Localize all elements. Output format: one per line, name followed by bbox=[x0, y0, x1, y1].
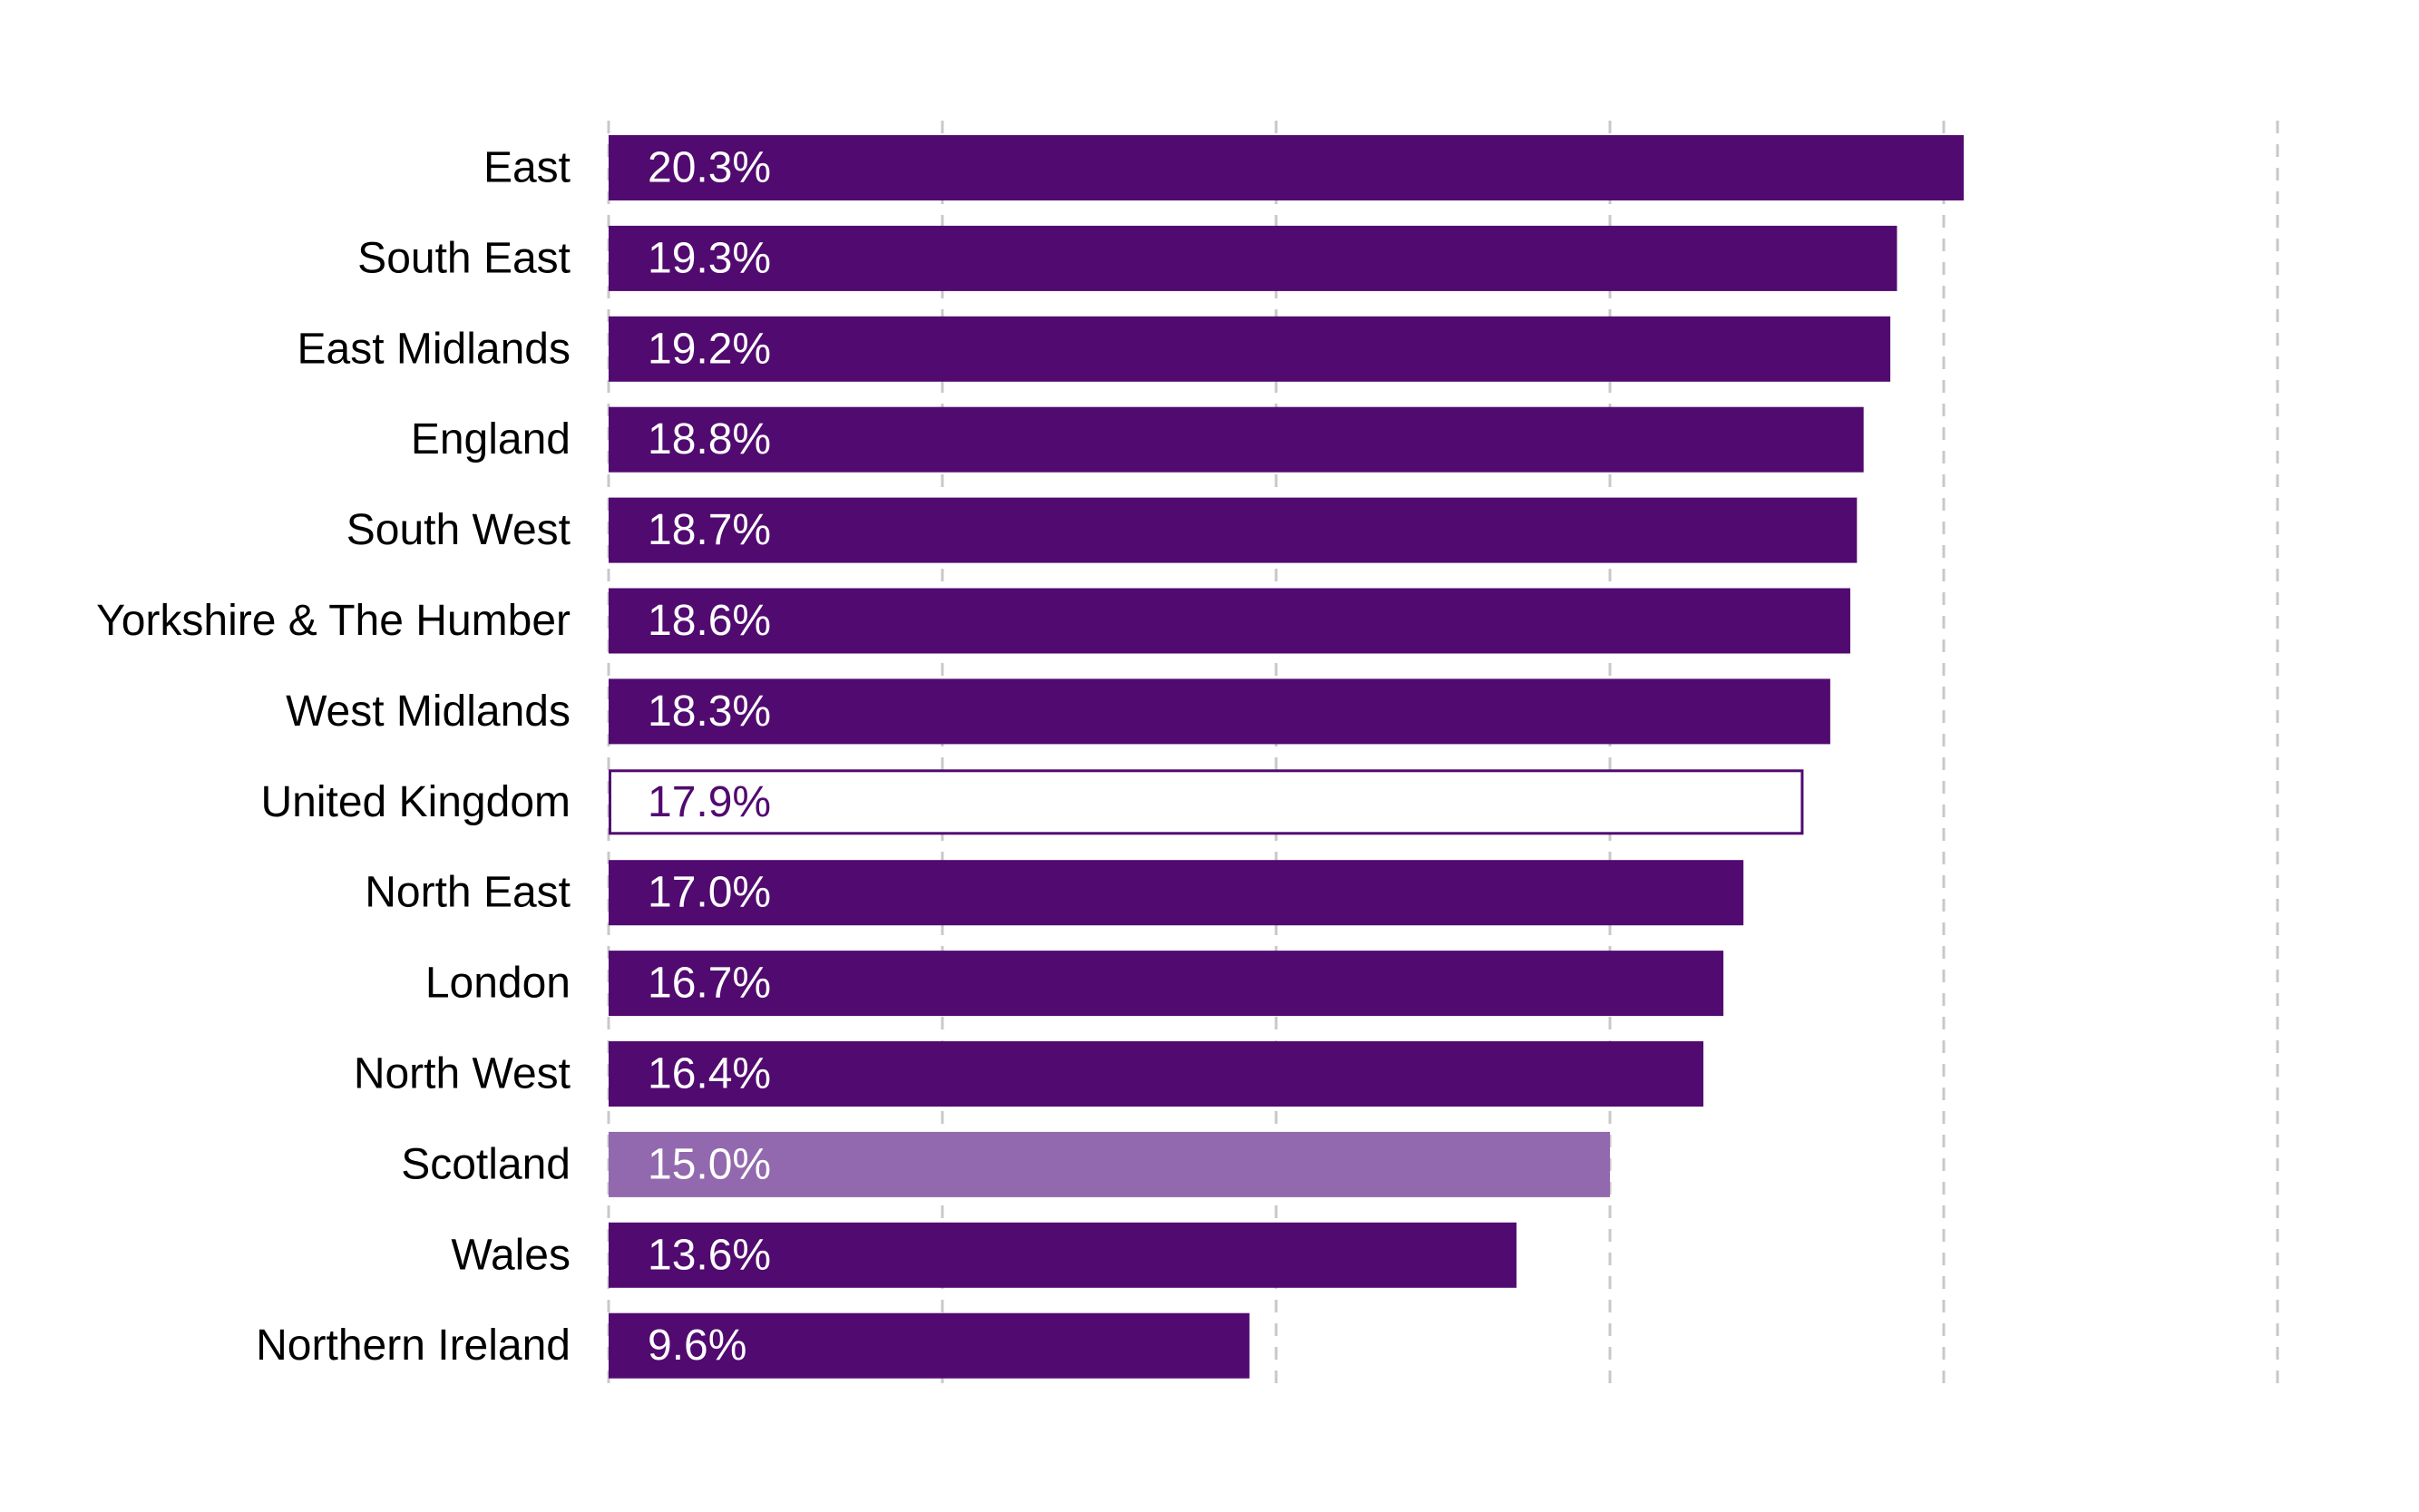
bar-north-west bbox=[609, 1041, 1704, 1107]
bars bbox=[609, 135, 1965, 1379]
bar-east bbox=[609, 135, 1965, 200]
category-label-wales: Wales bbox=[451, 1231, 571, 1279]
data-label-south-east: 19.3% bbox=[648, 234, 771, 282]
labels: East 20.3% South East 19.3% East Midlands 19.… bbox=[96, 144, 771, 1371]
category-label-north-west: North West bbox=[354, 1050, 571, 1098]
gridlines bbox=[607, 121, 2279, 1392]
bar-scotland bbox=[609, 1131, 1610, 1197]
bar-west-midlands bbox=[609, 678, 1830, 745]
data-label-west-midlands: 18.3% bbox=[648, 688, 771, 736]
data-label-united-kingdom: 17.9% bbox=[648, 778, 771, 826]
bar-northern-ireland bbox=[609, 1312, 1250, 1379]
bar-england bbox=[609, 406, 1864, 473]
data-label-east-midlands: 19.2% bbox=[648, 325, 771, 373]
category-label-united-kingdom: United Kingdom bbox=[260, 778, 571, 826]
category-label-east: East bbox=[483, 144, 571, 192]
bar-wales bbox=[609, 1222, 1517, 1288]
category-label-london: London bbox=[425, 960, 571, 1008]
bar-united-kingdom bbox=[609, 769, 1804, 835]
bar-north-east bbox=[609, 860, 1744, 926]
category-label-south-west: South West bbox=[346, 506, 571, 554]
data-label-south-west: 18.7% bbox=[648, 506, 771, 554]
bar-east-midlands bbox=[609, 316, 1891, 382]
data-label-yorkshire-the-humber: 18.6% bbox=[648, 597, 771, 645]
category-label-scotland: Scotland bbox=[401, 1140, 571, 1188]
category-label-yorkshire-the-humber: Yorkshire & The Humber bbox=[96, 597, 571, 645]
bar-london bbox=[609, 951, 1724, 1017]
data-label-england: 18.8% bbox=[648, 415, 771, 463]
category-label-west-midlands: West Midlands bbox=[286, 688, 571, 736]
data-label-northern-ireland: 9.6% bbox=[648, 1322, 746, 1370]
data-label-london: 16.7% bbox=[648, 960, 771, 1008]
data-label-north-east: 17.0% bbox=[648, 869, 771, 917]
category-label-south-east: South East bbox=[357, 234, 571, 282]
category-label-north-east: North East bbox=[365, 869, 571, 917]
category-label-east-midlands: East Midlands bbox=[297, 325, 571, 373]
bar-south-west bbox=[609, 497, 1858, 563]
bar-yorkshire-the-humber bbox=[609, 588, 1850, 654]
category-label-northern-ireland: Northern Ireland bbox=[256, 1322, 571, 1370]
data-label-north-west: 16.4% bbox=[648, 1050, 771, 1098]
data-label-scotland: 15.0% bbox=[648, 1140, 771, 1188]
bar-south-east bbox=[609, 225, 1897, 291]
data-label-east: 20.3% bbox=[648, 144, 771, 192]
category-label-england: England bbox=[411, 415, 571, 463]
data-label-wales: 13.6% bbox=[648, 1231, 771, 1279]
